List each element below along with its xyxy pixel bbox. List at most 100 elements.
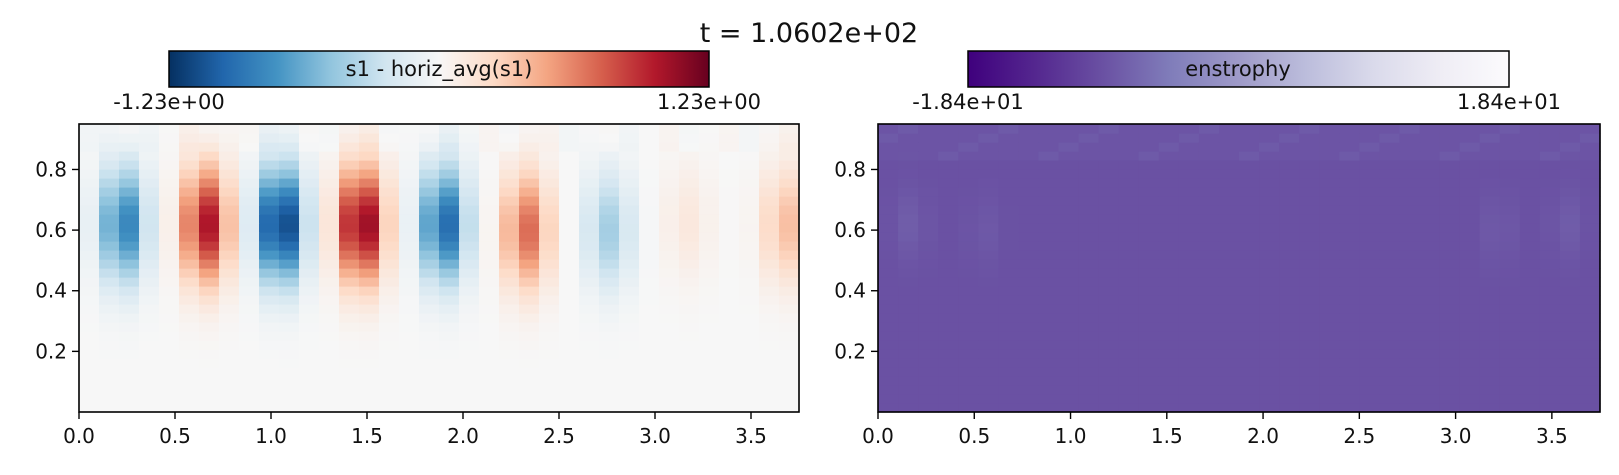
heatmap-cell xyxy=(259,385,280,395)
heatmap-cell xyxy=(459,304,480,314)
heatmap-cell xyxy=(699,286,720,296)
heatmap-cell xyxy=(739,376,760,386)
heatmap-cell xyxy=(599,187,620,197)
heatmap-cell xyxy=(1399,214,1421,224)
heatmap-cell xyxy=(1579,349,1601,359)
heatmap-cell xyxy=(1399,277,1421,287)
heatmap-cell xyxy=(619,385,640,395)
heatmap-cell xyxy=(639,304,660,314)
heatmap-cell xyxy=(119,214,140,224)
heatmap-cell xyxy=(938,403,959,413)
heatmap-cell xyxy=(1218,322,1240,332)
heatmap-cell xyxy=(1439,277,1461,287)
heatmap-cell xyxy=(559,160,580,170)
heatmap-cell xyxy=(1539,187,1561,197)
heatmap-cell xyxy=(399,151,420,161)
heatmap-cell xyxy=(259,196,280,206)
heatmap-cell xyxy=(639,241,660,251)
heatmap-cell xyxy=(119,124,140,134)
heatmap-cell xyxy=(1499,205,1521,215)
heatmap-cell xyxy=(1539,259,1561,269)
heatmap-cell xyxy=(998,142,1019,152)
heatmap-cell xyxy=(219,196,240,206)
heatmap-cell xyxy=(619,160,640,170)
heatmap-cell xyxy=(1058,394,1080,404)
heatmap-cell xyxy=(1499,250,1521,260)
heatmap-cell xyxy=(1439,349,1461,359)
heatmap-cell xyxy=(918,169,939,179)
heatmap-cell xyxy=(1519,331,1541,341)
heatmap-cell xyxy=(119,142,140,152)
heatmap-cell xyxy=(1239,403,1260,413)
heatmap-cell xyxy=(1459,133,1481,143)
heatmap-cell xyxy=(259,277,280,287)
heatmap-cell xyxy=(1239,250,1260,260)
heatmap-cell xyxy=(1118,160,1140,170)
heatmap-cell xyxy=(1419,250,1441,260)
heatmap-cell xyxy=(1118,340,1140,350)
heatmap-cell xyxy=(359,313,380,323)
heatmap-cell xyxy=(1018,358,1040,368)
heatmap-cell xyxy=(659,151,680,161)
heatmap-cell xyxy=(759,277,780,287)
heatmap-cell xyxy=(79,151,100,161)
heatmap-cell xyxy=(1058,367,1080,377)
heatmap-cell xyxy=(1419,286,1441,296)
heatmap-cell xyxy=(419,286,440,296)
heatmap-cell xyxy=(958,349,979,359)
heatmap-cell xyxy=(938,214,959,224)
heatmap-cell xyxy=(739,196,760,206)
heatmap-cell xyxy=(1098,196,1120,206)
heatmap-cell xyxy=(579,322,600,332)
heatmap-cell xyxy=(299,376,320,386)
heatmap-cell xyxy=(1038,376,1060,386)
heatmap-cell xyxy=(99,385,120,395)
heatmap-cell xyxy=(639,151,660,161)
heatmap-cell xyxy=(179,223,200,233)
heatmap-cell xyxy=(719,133,740,143)
heatmap-cell xyxy=(139,178,160,188)
heatmap-cell xyxy=(878,394,899,404)
heatmap-cell xyxy=(559,142,580,152)
heatmap-cell xyxy=(659,178,680,188)
heatmap-cell xyxy=(519,367,540,377)
heatmap-cell xyxy=(1319,295,1340,305)
heatmap-cell xyxy=(1098,277,1120,287)
heatmap-cell xyxy=(1279,124,1300,134)
heatmap-cell xyxy=(1559,385,1581,395)
heatmap-cell xyxy=(99,277,120,287)
heatmap-cell xyxy=(759,223,780,233)
heatmap-cell xyxy=(938,124,959,134)
heatmap-cell xyxy=(1018,169,1040,179)
heatmap-cell xyxy=(279,250,300,260)
heatmap-cell xyxy=(1459,160,1481,170)
heatmap-cell xyxy=(159,223,180,233)
heatmap-cell xyxy=(1439,160,1461,170)
heatmap-cell xyxy=(1459,232,1481,242)
heatmap-cell xyxy=(878,313,899,323)
heatmap-cell xyxy=(219,259,240,269)
heatmap-cell xyxy=(1499,268,1521,278)
heatmap-cell xyxy=(359,160,380,170)
heatmap-cell xyxy=(559,295,580,305)
heatmap-cell xyxy=(1078,133,1100,143)
heatmap-cell xyxy=(1339,241,1360,251)
heatmap-cell xyxy=(918,178,939,188)
heatmap-cell xyxy=(918,214,939,224)
heatmap-cell xyxy=(639,169,660,179)
heatmap-cell xyxy=(1559,223,1581,233)
heatmap-cell xyxy=(399,358,420,368)
heatmap-cell xyxy=(279,295,300,305)
heatmap-cell xyxy=(779,313,800,323)
heatmap-cell xyxy=(1078,286,1100,296)
heatmap-cell xyxy=(139,241,160,251)
heatmap-cell xyxy=(459,142,480,152)
heatmap-cell xyxy=(1158,304,1180,314)
heatmap-cell xyxy=(1259,124,1280,134)
heatmap-cell xyxy=(1218,133,1240,143)
heatmap-cell xyxy=(1138,124,1160,134)
heatmap-cell xyxy=(739,304,760,314)
heatmap-cell xyxy=(539,286,560,296)
heatmap-cell xyxy=(279,151,300,161)
heatmap-cell xyxy=(299,205,320,215)
